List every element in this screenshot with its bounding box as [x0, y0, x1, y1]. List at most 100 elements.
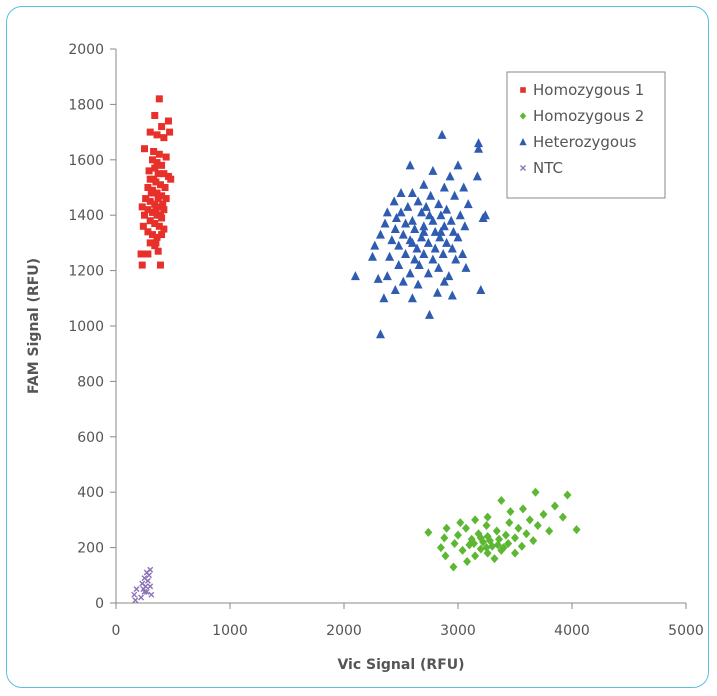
data-point: [132, 597, 139, 604]
data-point: [518, 504, 527, 514]
legend-item: Heterozygous: [519, 133, 637, 151]
data-point: [563, 490, 572, 500]
data-point: [444, 271, 454, 281]
data-point: [147, 583, 154, 590]
data-point: [164, 117, 172, 125]
data-point: [474, 143, 484, 153]
data-point: [131, 591, 138, 598]
data-point: [144, 206, 152, 214]
data-point: [387, 235, 397, 245]
data-point: [529, 536, 538, 546]
data-point: [572, 525, 581, 535]
y-tick-label: 600: [77, 430, 104, 446]
data-point: [458, 248, 468, 258]
data-point: [511, 533, 519, 543]
data-point: [432, 287, 442, 297]
y-tick-label: 1600: [68, 153, 104, 169]
data-point: [146, 128, 154, 136]
y-tick-label: 0: [95, 596, 104, 612]
data-point: [514, 523, 523, 533]
data-point: [419, 226, 429, 236]
data-point: [153, 159, 161, 167]
data-point: [161, 184, 169, 191]
data-point: [459, 182, 469, 192]
legend-item: NTC: [520, 159, 563, 177]
data-point: [390, 224, 400, 234]
data-point: [154, 247, 162, 255]
data-point: [143, 588, 150, 595]
data-point: [144, 228, 152, 236]
data-point: [428, 165, 438, 175]
data-point: [499, 543, 508, 553]
data-point: [153, 189, 161, 197]
data-point: [394, 240, 404, 250]
data-point: [403, 201, 413, 211]
y-tick-label: 1200: [68, 264, 104, 280]
data-point: [434, 199, 444, 209]
data-point: [533, 520, 542, 530]
data-point: [398, 276, 408, 286]
data-point: [150, 175, 158, 183]
legend: Homozygous 1 Homozygous 2 Heterozygous NTC: [506, 71, 666, 199]
data-point: [160, 134, 168, 142]
data-point: [410, 224, 420, 234]
data-point: [419, 179, 429, 189]
data-point: [436, 210, 446, 220]
data-point: [497, 496, 506, 506]
data-point: [153, 233, 161, 241]
x-axis-title: Vic Signal (RFU): [337, 657, 464, 673]
data-point: [525, 515, 534, 525]
data-point: [426, 190, 436, 200]
data-point: [439, 276, 449, 286]
data-point: [423, 268, 433, 278]
data-point: [421, 201, 431, 211]
data-point: [442, 523, 451, 533]
data-point: [472, 171, 482, 181]
data-point: [476, 533, 485, 543]
data-point: [151, 111, 159, 119]
data-point: [350, 271, 360, 281]
data-point: [141, 145, 148, 153]
data-point: [442, 204, 452, 214]
data-point: [453, 160, 463, 170]
data-point: [144, 250, 152, 258]
legend-label: NTC: [533, 159, 563, 177]
data-point: [155, 95, 163, 103]
data-point: [461, 523, 470, 533]
data-point: [160, 225, 168, 233]
data-point: [390, 284, 400, 294]
series-heterozygous: [350, 129, 490, 339]
plot-area: [131, 95, 581, 604]
data-point: [160, 206, 168, 214]
data-point: [442, 237, 452, 247]
data-point: [436, 226, 446, 236]
data-point: [482, 543, 491, 553]
y-tick-label: 1800: [68, 97, 104, 113]
data-point: [458, 545, 467, 555]
data-point: [423, 237, 433, 247]
data-point: [405, 268, 415, 278]
data-point: [428, 215, 438, 225]
y-tick-label: 800: [77, 374, 104, 390]
data-point: [505, 518, 514, 528]
data-point: [142, 195, 150, 203]
data-point: [419, 248, 429, 258]
data-point: [156, 261, 164, 269]
data-point: [413, 196, 423, 206]
data-point: [550, 501, 559, 511]
data-point: [501, 530, 510, 540]
data-point: [439, 182, 449, 192]
data-point: [141, 588, 148, 595]
data-point: [382, 207, 392, 217]
data-point: [504, 538, 513, 548]
data-point: [151, 220, 159, 228]
data-point: [434, 262, 444, 272]
legend-box: [506, 71, 666, 199]
data-point: [413, 279, 423, 289]
data-point: [455, 210, 465, 220]
data-point: [447, 243, 457, 253]
data-point: [396, 207, 406, 217]
data-point: [398, 229, 408, 239]
data-point: [391, 212, 401, 222]
